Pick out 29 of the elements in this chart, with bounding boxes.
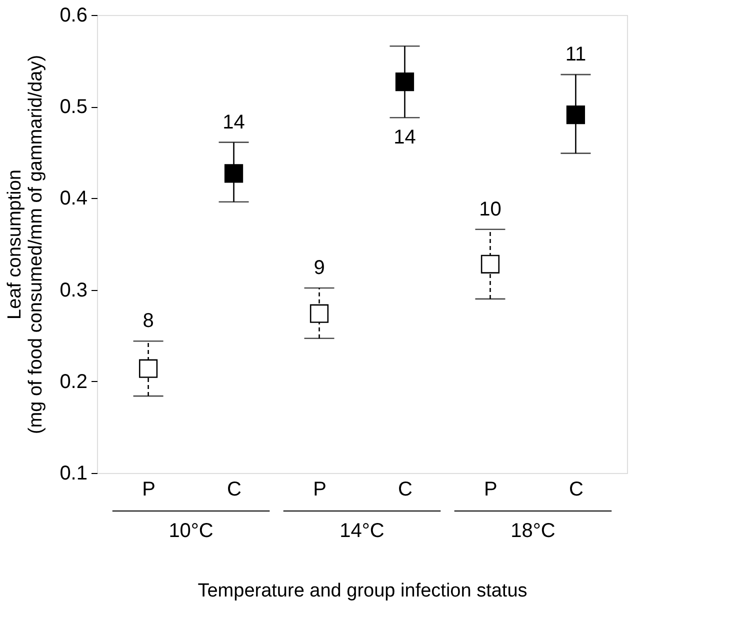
x-tick-label: P — [142, 478, 156, 500]
annotation: 9 — [314, 256, 325, 279]
x-tick-label: P — [484, 478, 498, 500]
x-tick-label: C — [568, 478, 584, 500]
y-tick-label: 0.2 — [60, 370, 88, 393]
x-axis-title: Temperature and group infection status — [198, 580, 528, 602]
text: 10°C — [168, 520, 214, 542]
annotation: 14 — [394, 126, 416, 149]
y-tick-label: 0.4 — [60, 188, 88, 210]
annotation: 14 — [222, 111, 245, 134]
x-tick-label: C — [398, 478, 412, 500]
annotation: 8 — [142, 310, 154, 332]
annotation: 10 — [479, 198, 502, 220]
point — [566, 106, 586, 124]
point — [310, 304, 329, 323]
point — [395, 72, 414, 92]
y-tick-label: 0.5 — [60, 96, 88, 118]
annotation: 11 — [565, 44, 586, 66]
y-tick-label: 0.3 — [60, 279, 88, 302]
y-tick-label: 0.6 — [60, 4, 88, 26]
x-tick-label: P — [313, 478, 326, 500]
y-tick-label: 0.1 — [60, 462, 88, 484]
text: 18°C — [510, 520, 556, 542]
x-tick-label: C — [227, 478, 242, 500]
text: 14°C — [340, 520, 384, 542]
point — [480, 254, 500, 274]
point — [138, 359, 158, 378]
point — [224, 164, 244, 183]
y-axis-title: Leaf consumption (mg of food consumed/mm of gammarid/day) — [4, 54, 47, 434]
